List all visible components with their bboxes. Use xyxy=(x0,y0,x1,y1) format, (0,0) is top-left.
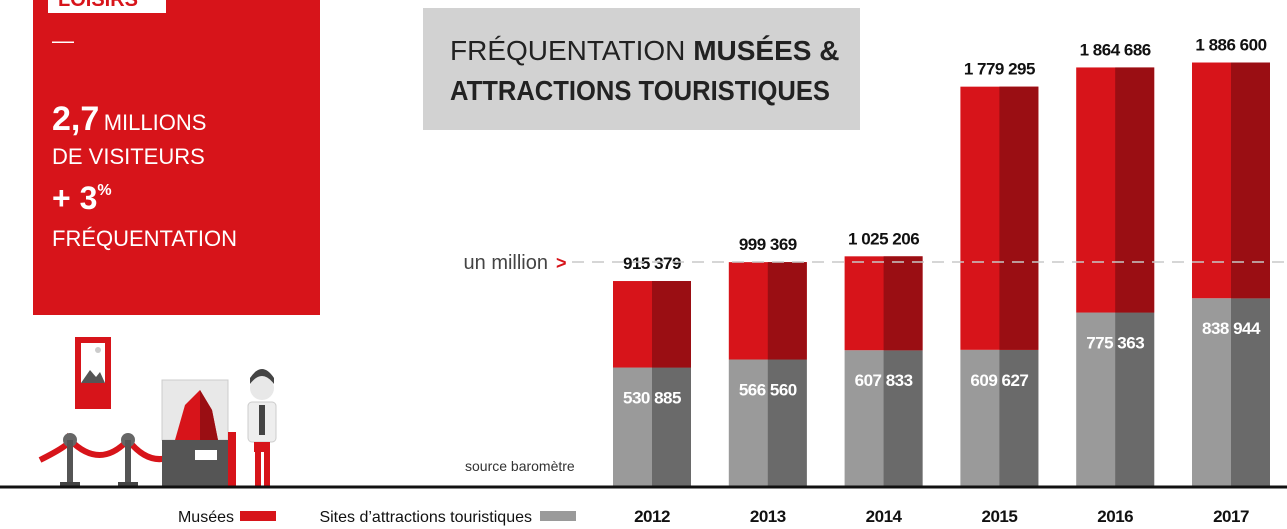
legend-swatch xyxy=(540,511,576,521)
x-tick-label: 2014 xyxy=(866,507,903,526)
chart-title: FRÉQUENTATION MUSÉES & xyxy=(450,35,839,66)
growth-line: + 3% xyxy=(52,180,112,216)
bar-shade xyxy=(999,349,1039,487)
growth-unit: % xyxy=(97,182,111,199)
x-tick-label: 2016 xyxy=(1097,507,1133,526)
total-label: 1 864 686 xyxy=(1080,40,1151,59)
bar-shade xyxy=(1231,298,1270,487)
bar-shade xyxy=(767,359,807,487)
visitors-line: 2,7 MILLIONS xyxy=(52,100,206,138)
growth-text: FRÉQUENTATION xyxy=(52,226,237,251)
bar-shade xyxy=(1231,62,1270,299)
header-tab-text: LOISIRS xyxy=(58,0,138,11)
segment-label: 775 363 xyxy=(1086,334,1144,353)
summary-dash: — xyxy=(52,28,74,53)
growth-value: + 3 xyxy=(52,180,97,216)
summary-panel xyxy=(33,0,320,315)
header-tab xyxy=(48,0,166,13)
title-box xyxy=(423,8,860,130)
bar-shade xyxy=(883,350,923,487)
bar-shade xyxy=(1115,67,1155,313)
total-label: 1 886 600 xyxy=(1195,36,1266,55)
bar-shade xyxy=(1115,312,1155,487)
segment-label: 838 944 xyxy=(1202,319,1261,338)
x-tick-label: 2012 xyxy=(634,507,670,526)
threshold-marker: > xyxy=(556,253,567,273)
total-label: 1 779 295 xyxy=(964,60,1035,79)
visitors-value: 2,7 xyxy=(52,100,99,138)
segment-label: 607 833 xyxy=(855,371,913,390)
segment-label: 609 627 xyxy=(970,371,1028,390)
bar-shade xyxy=(883,256,923,351)
legend-label: Sites d’attractions touristiques xyxy=(319,509,532,526)
segment-label: 566 560 xyxy=(739,381,797,400)
x-tick-label: 2017 xyxy=(1213,507,1249,526)
x-tick-label: 2013 xyxy=(750,507,786,526)
bar-shade xyxy=(652,281,691,368)
total-label: 1 025 206 xyxy=(848,229,919,248)
bar-shade xyxy=(767,262,807,360)
title-bold-2: ATTRACTIONS TOURISTIQUES xyxy=(450,75,830,106)
title-light: FRÉQUENTATION xyxy=(450,35,685,66)
source-note: source baromètre xyxy=(465,458,575,474)
bar-shade xyxy=(999,86,1039,350)
bar-shade xyxy=(652,367,691,487)
threshold-label: un million xyxy=(464,252,548,274)
legend-swatch xyxy=(240,511,276,521)
segment-label: 530 885 xyxy=(623,389,681,408)
x-tick-label: 2015 xyxy=(981,507,1017,526)
title-bold: MUSÉES & xyxy=(693,35,839,66)
visitors-text: DE VISITEURS xyxy=(52,144,205,169)
total-label: 915 379 xyxy=(623,254,681,273)
total-label: 999 369 xyxy=(739,235,797,254)
legend-label: Musées xyxy=(178,509,234,526)
illustration xyxy=(38,337,277,487)
visitors-unit: MILLIONS xyxy=(104,110,207,135)
